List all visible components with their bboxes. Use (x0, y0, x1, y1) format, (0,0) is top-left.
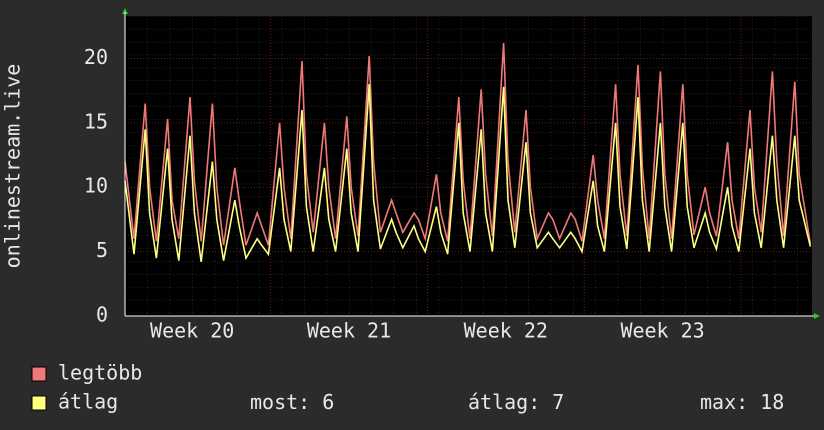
minor-grid (125, 16, 812, 316)
stat: átlag: 7 (468, 390, 564, 414)
x-tick-label: Week 20 (150, 319, 234, 343)
x-tick-label: Week 23 (620, 319, 704, 343)
stat-value: 6 (322, 390, 334, 414)
x-tick-label: Week 21 (307, 319, 391, 343)
lines (124, 42, 812, 263)
x-tick-label: Week 22 (464, 319, 548, 343)
y-tick-label: 5 (96, 238, 108, 262)
stat-value: 7 (552, 390, 564, 414)
y-tick-label: 15 (84, 109, 108, 133)
y-axis-label: onlinestream.live (1, 64, 25, 269)
y-tick-label: 10 (84, 174, 108, 198)
stat-label: most: (250, 390, 310, 414)
series-line (124, 42, 812, 246)
y-tick-label: 0 (96, 303, 108, 327)
stat: most: 6 (250, 390, 334, 414)
series-line (124, 84, 812, 263)
x-arrow (814, 313, 820, 319)
stat-value: 18 (760, 390, 784, 414)
legend-swatch (31, 366, 47, 382)
legend: legtöbb átlag most: 6 átlag: 7 max: 18 (31, 361, 784, 414)
legend-swatch (31, 395, 47, 411)
stat-label: max: (700, 390, 748, 414)
stat-label: átlag: (468, 390, 540, 414)
y-tick-label: 20 (84, 45, 108, 69)
stat: max: 18 (700, 390, 784, 414)
y-arrow (122, 8, 128, 14)
legend-label: legtöbb (58, 361, 142, 385)
legend-label: átlag (58, 390, 118, 414)
